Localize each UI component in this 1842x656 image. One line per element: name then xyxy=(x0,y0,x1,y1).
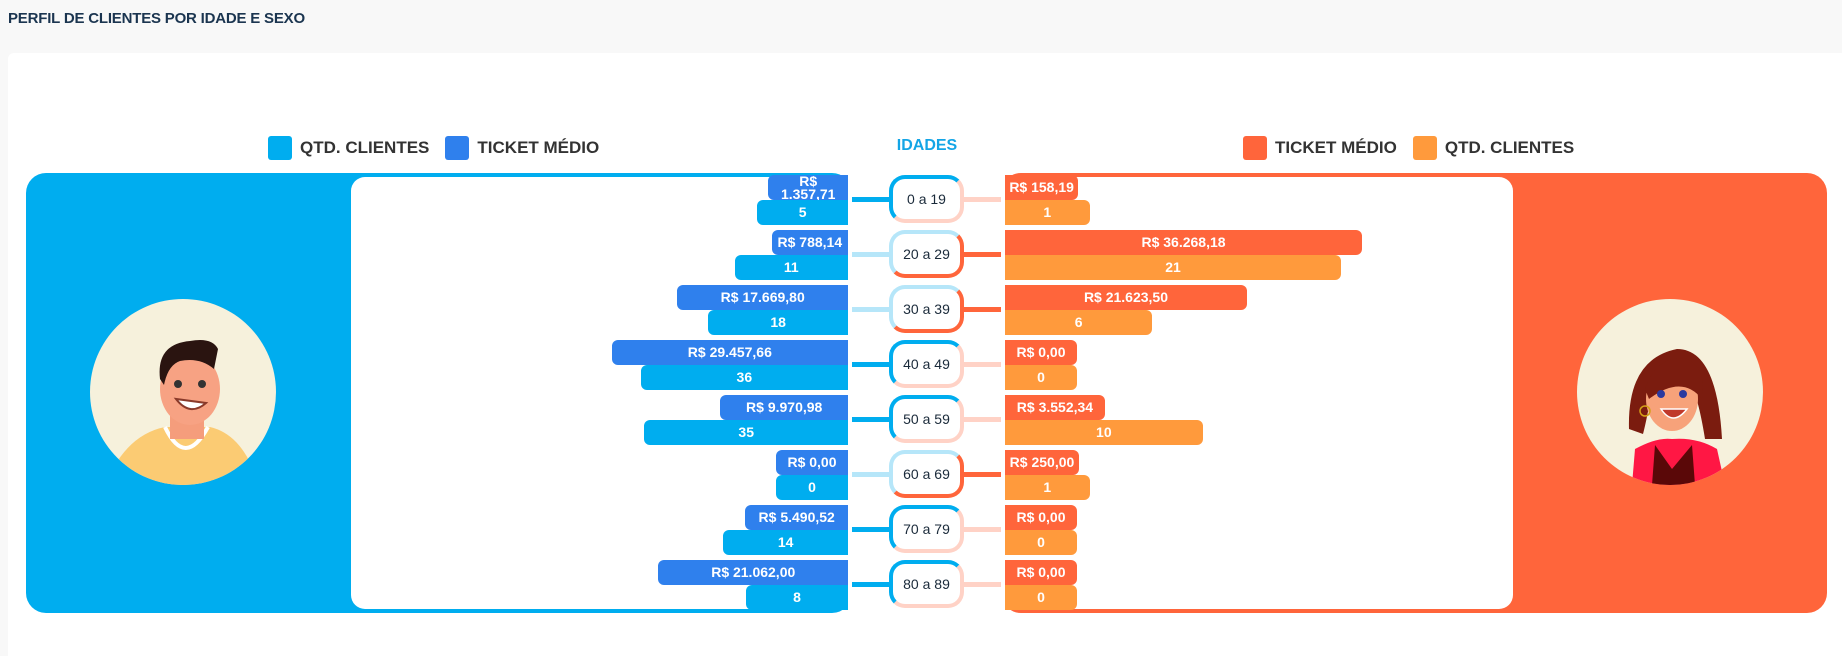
connector-left xyxy=(852,307,890,312)
connector-right xyxy=(963,307,1001,312)
legend-swatch-ticket xyxy=(1243,136,1267,160)
female-ticket-bar: R$ 36.268,18 xyxy=(1005,230,1363,255)
connector-right xyxy=(963,417,1001,422)
male-ticket-bar: R$ 17.669,80 xyxy=(677,285,848,310)
male-qty-bar: 35 xyxy=(644,420,848,445)
legend-swatch-qty xyxy=(1412,136,1437,160)
legend-label-ticket: TICKET MÉDIO xyxy=(477,138,600,157)
female-ticket-bar: R$ 21.623,50 xyxy=(1005,285,1247,310)
legend-swatch-qty xyxy=(268,136,292,160)
female-qty-bar: 21 xyxy=(1005,255,1341,280)
connector-right xyxy=(963,582,1001,587)
male-ticket-bar: R$ 5.490,52 xyxy=(745,505,848,530)
male-ticket-bar: R$ 29.457,66 xyxy=(611,340,848,365)
female-qty-bar: 0 xyxy=(1005,585,1077,610)
legend-label-qty: QTD. CLIENTES xyxy=(300,138,430,157)
age-range-label: 30 a 39 xyxy=(889,285,964,333)
male-qty-bar: 14 xyxy=(723,530,848,555)
connector-right xyxy=(963,252,1001,257)
male-qty-bar: 18 xyxy=(708,310,848,335)
female-ticket-bar: R$ 250,00 xyxy=(1005,450,1079,475)
connector-left xyxy=(852,197,890,202)
female-ticket-bar: R$ 0,00 xyxy=(1005,340,1077,365)
connector-left xyxy=(852,252,890,257)
male-qty-bar: 8 xyxy=(745,585,848,610)
female-qty-bar: 1 xyxy=(1005,475,1090,500)
legend-label-ticket: TICKET MÉDIO xyxy=(1275,138,1397,157)
male-qty-bar: 0 xyxy=(776,475,848,500)
female-qty-bar: 6 xyxy=(1005,310,1153,335)
female-avatar xyxy=(1577,299,1763,485)
connector-left xyxy=(852,362,890,367)
male-ticket-bar: R$ 9.970,98 xyxy=(720,395,848,420)
female-qty-bar: 10 xyxy=(1005,420,1203,445)
connector-left xyxy=(852,582,890,587)
male-ticket-bar: R$ 21.062,00 xyxy=(658,560,848,585)
connector-left xyxy=(852,472,890,477)
male-qty-bar: 11 xyxy=(734,255,848,280)
age-range-label: 50 a 59 xyxy=(889,395,964,443)
female-ticket-bar: R$ 3.552,34 xyxy=(1005,395,1105,420)
page-title: PERFIL DE CLIENTES POR IDADE E SEXO xyxy=(8,10,305,27)
legend-center-ages: IDADES xyxy=(896,137,958,154)
age-range-label: 0 a 19 xyxy=(889,175,964,223)
age-range-label: 70 a 79 xyxy=(889,505,964,553)
male-ticket-bar: R$ 1.357,71 xyxy=(768,174,848,201)
female-qty-bar: 0 xyxy=(1005,530,1077,555)
connector-right xyxy=(963,362,1001,367)
male-ticket-bar: R$ 788,14 xyxy=(771,230,848,255)
connector-right xyxy=(963,197,1001,202)
female-ticket-bar: R$ 0,00 xyxy=(1005,560,1077,585)
female-ticket-bar: R$ 158,19 xyxy=(1005,175,1079,200)
male-qty-bar: 36 xyxy=(640,365,848,390)
female-qty-bar: 0 xyxy=(1005,365,1077,390)
connector-left xyxy=(852,417,890,422)
connector-right xyxy=(963,472,1001,477)
legend-label-qty: QTD. CLIENTES xyxy=(1444,138,1575,157)
female-ticket-bar: R$ 0,00 xyxy=(1005,505,1077,530)
male-qty-bar: 5 xyxy=(757,200,848,225)
connector-right xyxy=(963,527,1001,532)
legend-left: QTD. CLIENTES TICKET MÉDIO xyxy=(268,136,599,160)
age-range-label: 40 a 49 xyxy=(889,340,964,388)
age-range-label: 80 a 89 xyxy=(889,560,964,608)
age-range-label: 60 a 69 xyxy=(889,450,964,498)
male-ticket-bar: R$ 0,00 xyxy=(776,450,848,475)
legend-swatch-ticket xyxy=(445,136,470,160)
age-range-label: 20 a 29 xyxy=(889,230,964,278)
connector-left xyxy=(852,527,890,532)
female-qty-bar: 1 xyxy=(1005,200,1090,225)
male-avatar xyxy=(90,299,276,485)
legend-right: TICKET MÉDIO QTD. CLIENTES xyxy=(1243,136,1574,160)
